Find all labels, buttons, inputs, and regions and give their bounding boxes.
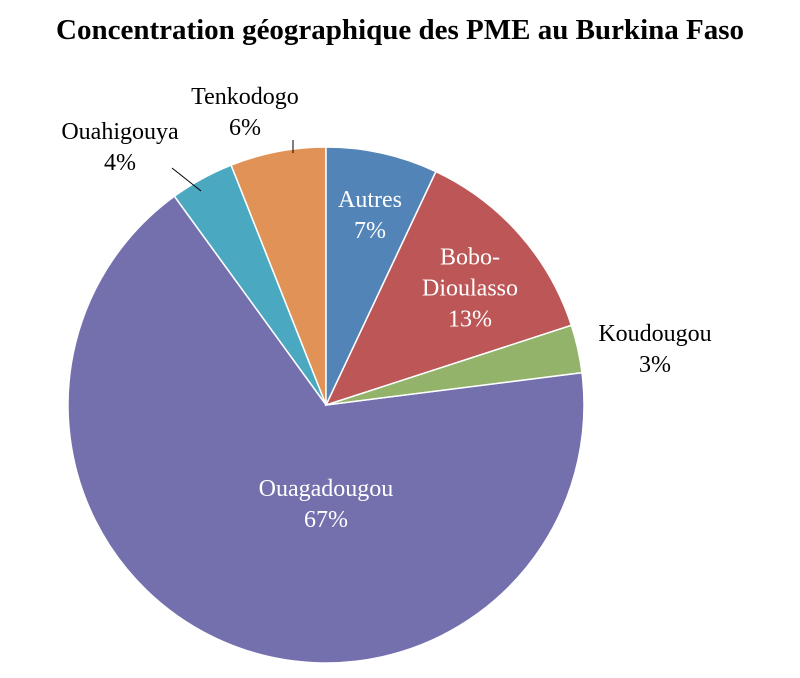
category: Ouahigouya: [61, 119, 179, 145]
value-label: 7%: [354, 218, 386, 244]
leader-line: [171, 167, 202, 192]
value-label: 13%: [448, 306, 492, 333]
category: Bobo-Dioulasso: [422, 244, 518, 302]
pie-slice: [325, 146, 437, 406]
slice-label: Bobo-Dioulasso 13%: [415, 243, 525, 336]
category: Koudougou: [598, 321, 712, 347]
category: Ouagadougou: [258, 476, 394, 502]
category: Tenkodogo: [191, 84, 299, 110]
value-label: 67%: [304, 507, 348, 533]
slice-label: Autres 7%: [325, 185, 415, 247]
slice-label: Ouagadougou 67%: [226, 474, 426, 536]
slice-label: Ouahigouya 4%: [40, 117, 200, 179]
value-label: 3%: [639, 352, 671, 378]
pie-slice: [67, 195, 585, 664]
value-label: 6%: [229, 115, 261, 141]
slice-label: Tenkodogo 6%: [175, 82, 315, 144]
category: Autres: [338, 187, 402, 213]
value-label: 4%: [104, 150, 136, 176]
slice-label: Koudougou 3%: [575, 319, 735, 381]
chart-title: Concentration géographique des PME au Bu…: [56, 14, 744, 46]
pie-slice: [324, 170, 573, 407]
